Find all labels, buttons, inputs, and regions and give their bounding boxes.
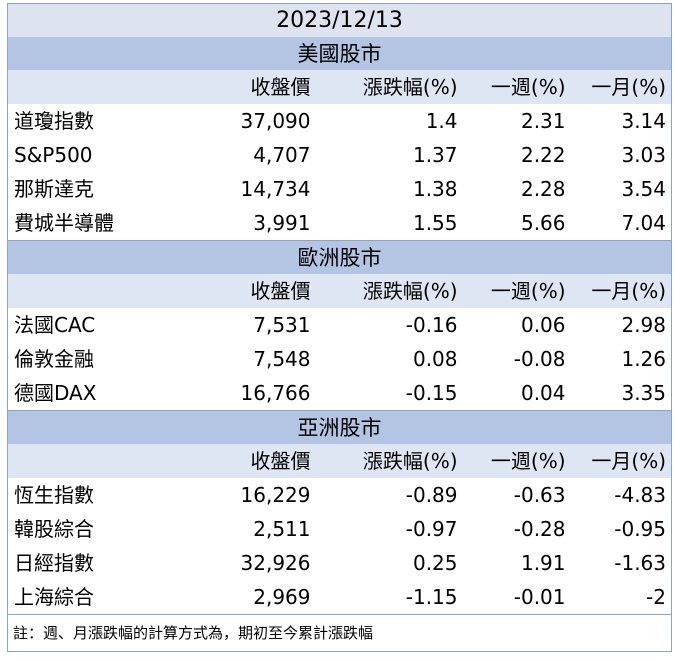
daily-change: 1.38 [310,172,458,206]
header-close: 收盤價 [192,274,311,308]
header-month: 一月(%) [565,444,672,478]
close-price: 7,548 [192,342,311,376]
month-change: 3.54 [565,172,672,206]
table-row: 道瓊指數 37,090 1.4 2.31 3.14 [7,104,672,138]
close-price: 7,531 [192,308,311,342]
table-row: 恆生指數 16,229 -0.89 -0.63 -4.83 [7,478,672,512]
week-change: 2.22 [457,138,566,172]
daily-change: 1.4 [310,104,458,138]
daily-change: -0.15 [310,376,458,411]
close-price: 3,991 [192,206,311,241]
header-blank [7,274,193,308]
header-blank [7,444,193,478]
week-change: -0.08 [457,342,566,376]
close-price: 2,969 [192,580,311,615]
close-price: 16,229 [192,478,311,512]
week-change: 2.31 [457,104,566,138]
stock-table: 2023/12/13 美國股市 收盤價 漲跌幅(%) 一週(%) 一月(%) 道瓊指數 37… [7,3,672,652]
section-title: 美國股市 [7,37,672,70]
week-change: -0.63 [457,478,566,512]
table-row: 那斯達克 14,734 1.38 2.28 3.54 [7,172,672,206]
close-price: 16,766 [192,376,311,411]
daily-change: 1.55 [310,206,458,241]
index-name: 道瓊指數 [7,104,193,138]
table-row: 費城半導體 3,991 1.55 5.66 7.04 [7,206,672,241]
column-header-row: 收盤價 漲跌幅(%) 一週(%) 一月(%) [7,70,672,104]
month-change: 2.98 [565,308,672,342]
week-change: -0.01 [457,580,566,615]
section-title: 歐洲股市 [7,240,672,274]
month-change: -2 [565,580,672,615]
table-row: 德國DAX 16,766 -0.15 0.04 3.35 [7,376,672,411]
week-change: 2.28 [457,172,566,206]
table-row: 倫敦金融 7,548 0.08 -0.08 1.26 [7,342,672,376]
table-row: 韓股綜合 2,511 -0.97 -0.28 -0.95 [7,512,672,546]
week-change: 1.91 [457,546,566,580]
close-price: 32,926 [192,546,311,580]
month-change: 3.14 [565,104,672,138]
month-change: 7.04 [565,206,672,241]
daily-change: -0.97 [310,512,458,546]
table-row: S&P500 4,707 1.37 2.22 3.03 [7,138,672,172]
table-row: 日經指數 32,926 0.25 1.91 -1.63 [7,546,672,580]
header-week: 一週(%) [457,70,566,104]
month-change: -0.95 [565,512,672,546]
index-name: 德國DAX [7,376,193,411]
section-title-row: 歐洲股市 [7,240,672,274]
week-change: 0.04 [457,376,566,411]
header-close: 收盤價 [192,70,311,104]
daily-change: -1.15 [310,580,458,615]
close-price: 14,734 [192,172,311,206]
table-row: 法國CAC 7,531 -0.16 0.06 2.98 [7,308,672,342]
index-name: 倫敦金融 [7,342,193,376]
index-name: S&P500 [7,138,193,172]
header-blank [7,70,193,104]
market-summary-table: 2023/12/13 美國股市 收盤價 漲跌幅(%) 一週(%) 一月(%) 道瓊指數 37… [7,3,672,652]
section-title-row: 美國股市 [7,37,672,70]
month-change: -1.63 [565,546,672,580]
week-change: -0.28 [457,512,566,546]
footnote-row: 註：週、月漲跌幅的計算方式為，期初至今累計漲跌幅 [7,614,672,652]
close-price: 37,090 [192,104,311,138]
table-row: 上海綜合 2,969 -1.15 -0.01 -2 [7,580,672,615]
daily-change: -0.89 [310,478,458,512]
index-name: 上海綜合 [7,580,193,615]
index-name: 恆生指數 [7,478,193,512]
week-change: 0.06 [457,308,566,342]
close-price: 4,707 [192,138,311,172]
close-price: 2,511 [192,512,311,546]
column-header-row: 收盤價 漲跌幅(%) 一週(%) 一月(%) [7,274,672,308]
daily-change: 0.08 [310,342,458,376]
daily-change: 1.37 [310,138,458,172]
index-name: 那斯達克 [7,172,193,206]
index-name: 法國CAC [7,308,193,342]
header-week: 一週(%) [457,444,566,478]
section-title-row: 亞洲股市 [7,410,672,444]
header-change: 漲跌幅(%) [310,70,458,104]
header-change: 漲跌幅(%) [310,274,458,308]
month-change: -4.83 [565,478,672,512]
header-change: 漲跌幅(%) [310,444,458,478]
header-week: 一週(%) [457,274,566,308]
daily-change: -0.16 [310,308,458,342]
section-title: 亞洲股市 [7,410,672,444]
month-change: 3.03 [565,138,672,172]
header-month: 一月(%) [565,70,672,104]
index-name: 日經指數 [7,546,193,580]
week-change: 5.66 [457,206,566,241]
footnote: 註：週、月漲跌幅的計算方式為，期初至今累計漲跌幅 [7,614,672,652]
daily-change: 0.25 [310,546,458,580]
index-name: 韓股綜合 [7,512,193,546]
date-row: 2023/12/13 [7,3,672,37]
header-month: 一月(%) [565,274,672,308]
month-change: 1.26 [565,342,672,376]
index-name: 費城半導體 [7,206,193,241]
report-date: 2023/12/13 [7,3,672,37]
month-change: 3.35 [565,376,672,411]
header-close: 收盤價 [192,444,311,478]
column-header-row: 收盤價 漲跌幅(%) 一週(%) 一月(%) [7,444,672,478]
